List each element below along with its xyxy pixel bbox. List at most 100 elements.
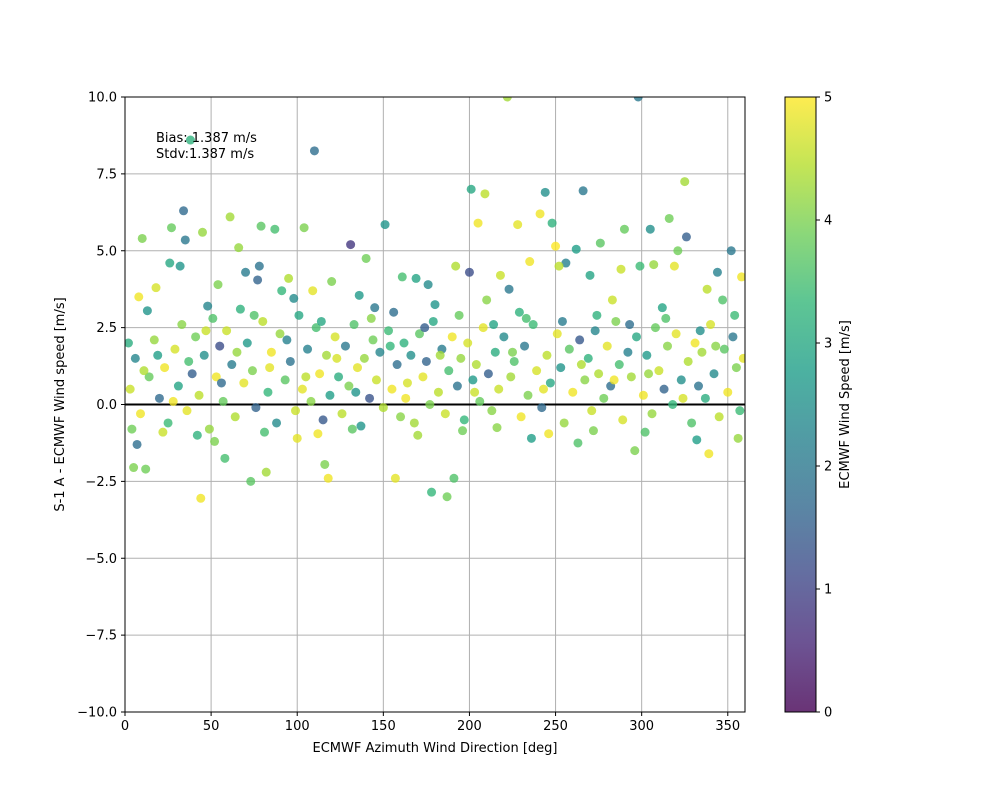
- data-point: [480, 189, 490, 199]
- data-point: [153, 350, 163, 360]
- data-point: [132, 439, 142, 449]
- y-tick-label: 2.5: [96, 321, 117, 336]
- data-point: [427, 487, 437, 497]
- y-tick-label: 5.0: [96, 244, 117, 259]
- data-point: [272, 418, 282, 428]
- data-point: [289, 293, 299, 303]
- data-point: [459, 415, 469, 425]
- data-point: [247, 366, 257, 376]
- data-point: [168, 396, 178, 406]
- data-point: [365, 393, 375, 403]
- data-point: [173, 381, 183, 391]
- data-point: [692, 435, 702, 445]
- data-point: [199, 350, 209, 360]
- data-point: [254, 261, 264, 271]
- y-tick-label: 7.5: [96, 167, 117, 182]
- data-point: [649, 260, 659, 270]
- data-point: [452, 381, 462, 391]
- data-point: [475, 396, 485, 406]
- data-point: [737, 272, 745, 282]
- y-tick-label: 10.0: [88, 91, 117, 106]
- data-point: [687, 418, 697, 428]
- data-point: [139, 366, 149, 376]
- data-point: [347, 424, 357, 434]
- data-point: [315, 369, 325, 379]
- colorbar-label: ECMWF Wind Speed [m/s]: [838, 320, 853, 489]
- data-point: [313, 429, 323, 439]
- data-point: [323, 473, 333, 483]
- data-point: [535, 209, 545, 219]
- data-point: [344, 381, 354, 391]
- data-point: [544, 429, 554, 439]
- data-point: [177, 320, 187, 330]
- data-point: [454, 310, 464, 320]
- data-point: [711, 341, 721, 351]
- data-point: [576, 360, 586, 370]
- data-point: [695, 326, 705, 336]
- data-point: [306, 396, 316, 406]
- data-point: [149, 335, 159, 345]
- data-points: [125, 97, 745, 503]
- data-point: [291, 406, 300, 416]
- data-point: [523, 390, 533, 400]
- x-tick-label: 250: [543, 719, 568, 734]
- data-point: [594, 369, 604, 379]
- data-point: [292, 433, 302, 443]
- data-point: [299, 223, 309, 233]
- data-point: [616, 264, 626, 274]
- data-point: [526, 433, 536, 443]
- data-point: [239, 378, 249, 388]
- data-point: [392, 360, 402, 370]
- data-point: [180, 235, 190, 245]
- x-tick-label: 50: [203, 719, 220, 734]
- data-point: [253, 275, 263, 285]
- data-point: [644, 369, 654, 379]
- y-tick-label: 0.0: [96, 398, 117, 413]
- data-point: [702, 284, 712, 294]
- y-axis-label: S-1 A - ECMWF Wind speed [m/s]: [53, 297, 68, 511]
- data-point: [251, 403, 261, 413]
- data-point: [712, 267, 722, 277]
- data-point: [256, 221, 266, 231]
- data-point: [528, 320, 538, 330]
- data-point: [697, 347, 707, 357]
- data-point: [671, 329, 681, 339]
- data-point: [521, 313, 531, 323]
- data-point: [664, 213, 674, 223]
- data-point: [657, 303, 667, 313]
- data-point: [611, 316, 621, 326]
- data-point: [266, 347, 276, 357]
- data-point: [277, 286, 287, 296]
- data-point: [125, 338, 133, 348]
- data-point: [539, 384, 548, 394]
- data-point: [490, 347, 500, 357]
- data-point: [508, 347, 517, 357]
- colorbar-tick-label: 3: [824, 337, 832, 352]
- data-point: [134, 292, 144, 302]
- data-point: [552, 329, 562, 339]
- data-point: [440, 409, 450, 419]
- data-point: [654, 366, 664, 376]
- data-point: [411, 273, 421, 283]
- data-point: [191, 332, 201, 342]
- data-point: [387, 384, 397, 394]
- data-point: [599, 393, 609, 403]
- colorbar-tick-label: 5: [824, 91, 832, 106]
- data-point: [137, 233, 147, 243]
- data-point: [409, 418, 419, 428]
- data-point: [192, 430, 202, 440]
- data-point: [318, 415, 328, 425]
- data-point: [127, 424, 137, 434]
- x-axis-label: ECMWF Azimuth Wind Direction [deg]: [313, 741, 558, 756]
- data-point: [583, 353, 593, 363]
- data-point: [349, 320, 359, 330]
- y-tick-label: −2.5: [85, 475, 117, 490]
- data-point: [182, 406, 192, 416]
- data-point: [301, 372, 311, 382]
- data-point: [297, 384, 307, 394]
- data-point: [578, 186, 588, 196]
- data-point: [144, 372, 154, 382]
- data-point: [471, 360, 481, 370]
- data-point: [614, 360, 624, 370]
- data-point: [738, 353, 745, 363]
